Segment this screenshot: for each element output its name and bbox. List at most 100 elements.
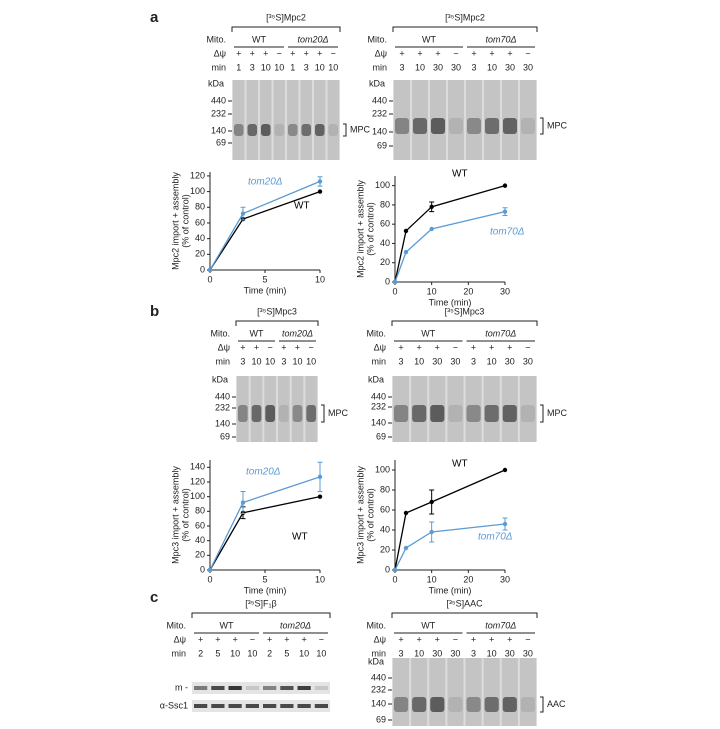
y-axis-label: (% of control) (180, 194, 190, 248)
marker-label: 69 (377, 140, 387, 150)
bracket (235, 320, 319, 326)
min-label: 3 (471, 62, 476, 72)
band (238, 405, 248, 422)
y-tick-label: 40 (195, 233, 205, 243)
x-tick-label: 10 (315, 274, 325, 284)
y-axis-label: Mpc2 import + assembly (355, 180, 365, 278)
min-label: 30 (450, 356, 460, 366)
band (211, 686, 225, 690)
row-label: Mito. (166, 620, 186, 630)
marker-label: 69 (376, 714, 386, 724)
band (194, 686, 208, 690)
blot-title: [³⁵S]Mpc3 (257, 306, 297, 316)
min-label: 10 (251, 356, 261, 366)
marker-label: 140 (372, 126, 387, 136)
x-axis-label: Time (min) (244, 285, 287, 295)
band (251, 405, 262, 422)
marker-label: 69 (216, 137, 226, 147)
y-axis-label: Mpc3 import + assembly (170, 466, 180, 564)
min-label: 10 (265, 356, 275, 366)
y-tick-label: 100 (375, 180, 390, 190)
band (247, 124, 257, 136)
dpsi-label: + (215, 634, 220, 644)
lane (447, 658, 464, 726)
band (306, 405, 316, 422)
marker-label: 232 (372, 108, 387, 118)
lane (287, 80, 299, 160)
dpsi-label: + (267, 634, 272, 644)
band (448, 405, 463, 422)
lane (273, 80, 285, 160)
dpsi-label: − (525, 48, 530, 58)
band (430, 405, 445, 422)
row-label: min (371, 356, 386, 366)
dpsi-label: − (309, 342, 314, 352)
y-tick-label: 40 (380, 524, 390, 534)
row-label: Mito. (210, 328, 230, 338)
band (484, 697, 499, 712)
band (502, 697, 517, 712)
point (392, 279, 398, 285)
point (429, 204, 434, 210)
series-line (394, 211, 506, 283)
series-line (394, 523, 506, 571)
y-tick-label: 60 (195, 217, 205, 227)
strain-label: WT (252, 34, 266, 44)
side-label: α-Ssc1 (160, 700, 188, 710)
min-label: 2 (198, 648, 203, 658)
y-tick-label: 100 (190, 491, 205, 501)
axis (394, 176, 505, 283)
band (520, 697, 535, 712)
band (521, 118, 535, 134)
dpsi-label: + (254, 342, 259, 352)
panel-label: b (150, 303, 159, 320)
dpsi-label: + (435, 48, 440, 58)
bracket (391, 320, 538, 326)
lane (300, 80, 312, 160)
series-line (394, 469, 506, 571)
marker-label: 440 (372, 95, 387, 105)
dpsi-label: + (240, 342, 245, 352)
y-tick-label: 80 (380, 484, 390, 494)
band (263, 686, 277, 690)
dpsi-label: + (232, 634, 237, 644)
band (301, 124, 311, 136)
markers-title: kDa (369, 78, 385, 88)
dpsi-label: − (268, 342, 273, 352)
band (314, 704, 328, 708)
band-label: MPC (547, 408, 568, 418)
y-tick-label: 80 (195, 202, 205, 212)
band (228, 686, 242, 690)
y-tick-label: 100 (190, 186, 205, 196)
series-label: WT (452, 169, 468, 180)
band-bracket (540, 404, 544, 423)
min-label: 3 (399, 648, 404, 658)
markers-title: kDa (208, 78, 224, 88)
panel-label: c (150, 589, 158, 606)
row-label: min (171, 648, 186, 658)
min-label: 10 (299, 648, 309, 658)
band (274, 124, 284, 136)
dpsi-label: − (525, 342, 530, 352)
bracket (191, 612, 331, 618)
panel-label: a (150, 9, 159, 26)
y-tick-label: 40 (380, 238, 390, 248)
strain-label: tom70Δ (485, 620, 516, 630)
lane (291, 376, 304, 442)
dpsi-label: + (489, 48, 494, 58)
lane (393, 658, 410, 726)
min-label: 10 (316, 648, 326, 658)
min-label: 30 (523, 62, 533, 72)
bracket (231, 26, 341, 32)
x-tick-label: 20 (463, 286, 473, 296)
y-tick-label: 0 (385, 564, 390, 574)
y-tick-label: 0 (385, 276, 390, 286)
y-tick-label: 20 (195, 249, 205, 259)
marker-label: 440 (371, 391, 386, 401)
lane (501, 658, 518, 726)
x-tick-label: 0 (207, 574, 212, 584)
dpsi-label: + (284, 634, 289, 644)
band (297, 704, 311, 708)
lane (448, 80, 464, 160)
marker-label: 140 (211, 125, 226, 135)
